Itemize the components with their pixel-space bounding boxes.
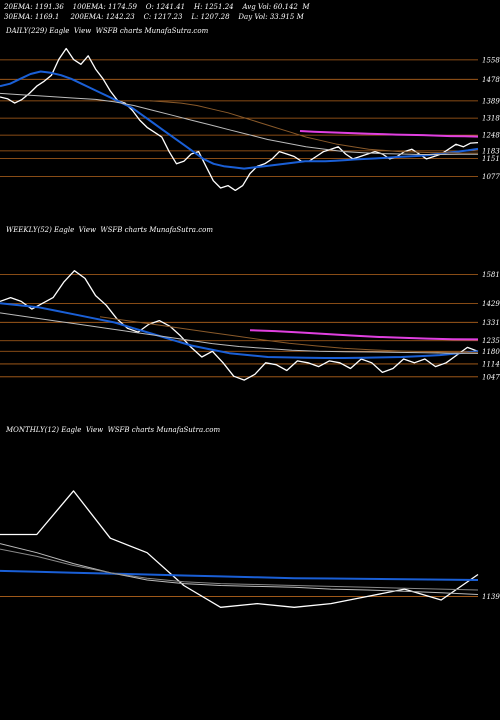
y-tick-label: 1151 [482, 155, 500, 163]
y-tick-label: 1318 [482, 115, 500, 123]
y-tick-label: 1114 [482, 360, 500, 368]
series-ema-blue [0, 569, 479, 581]
series-ema-brown [99, 316, 479, 353]
y-tick-label: 1331 [482, 319, 500, 327]
weekly-panel-label: WEEKLY(52) Eagle View WSFB charts Munafa… [6, 226, 213, 234]
monthly-chart: 1139 [0, 490, 500, 608]
header-line-2: 30EMA: 1169.1 200EMA: 1242.23 C: 1217.23… [4, 13, 304, 21]
y-tick-label: 1047 [482, 373, 500, 381]
series-ema-magenta [299, 130, 479, 138]
series-price [0, 47, 479, 192]
y-tick-label: 1558 [482, 56, 500, 64]
series-price [0, 270, 479, 381]
weekly-chart: 1581 1429 1331 1235 1180 1114 1047 [0, 270, 500, 381]
y-tick-label: 1581 [482, 271, 500, 279]
daily-panel-label: DAILY(229) Eagle View WSFB charts Munafa… [6, 27, 209, 35]
y-tick-label: 1183 [482, 147, 500, 155]
series-ema-grey [0, 543, 479, 595]
y-tick-label: 1077 [482, 173, 500, 181]
series-ema-grey2 [0, 548, 479, 591]
series-ema-blue [0, 302, 479, 359]
y-tick-label: 1248 [482, 132, 500, 140]
header-line-1: 20EMA: 1191.36 100EMA: 1174.59 O: 1241.4… [4, 3, 310, 11]
series-ema-blue [0, 70, 479, 170]
series-ema-grey [0, 92, 478, 155]
y-tick-label: 1139 [482, 593, 500, 601]
series-ema-magenta [249, 329, 479, 341]
monthly-panel-label: MONTHLY(12) Eagle View WSFB charts Munaf… [6, 426, 221, 434]
y-tick-label: 1478 [482, 76, 500, 84]
y-tick-label: 1180 [482, 348, 500, 356]
series-ema-brown [149, 100, 478, 154]
series-ema-grey [0, 312, 479, 354]
series-price [0, 490, 479, 608]
y-tick-label: 1389 [482, 97, 500, 105]
y-tick-label: 1235 [482, 337, 500, 345]
y-tick-label: 1429 [482, 300, 500, 308]
